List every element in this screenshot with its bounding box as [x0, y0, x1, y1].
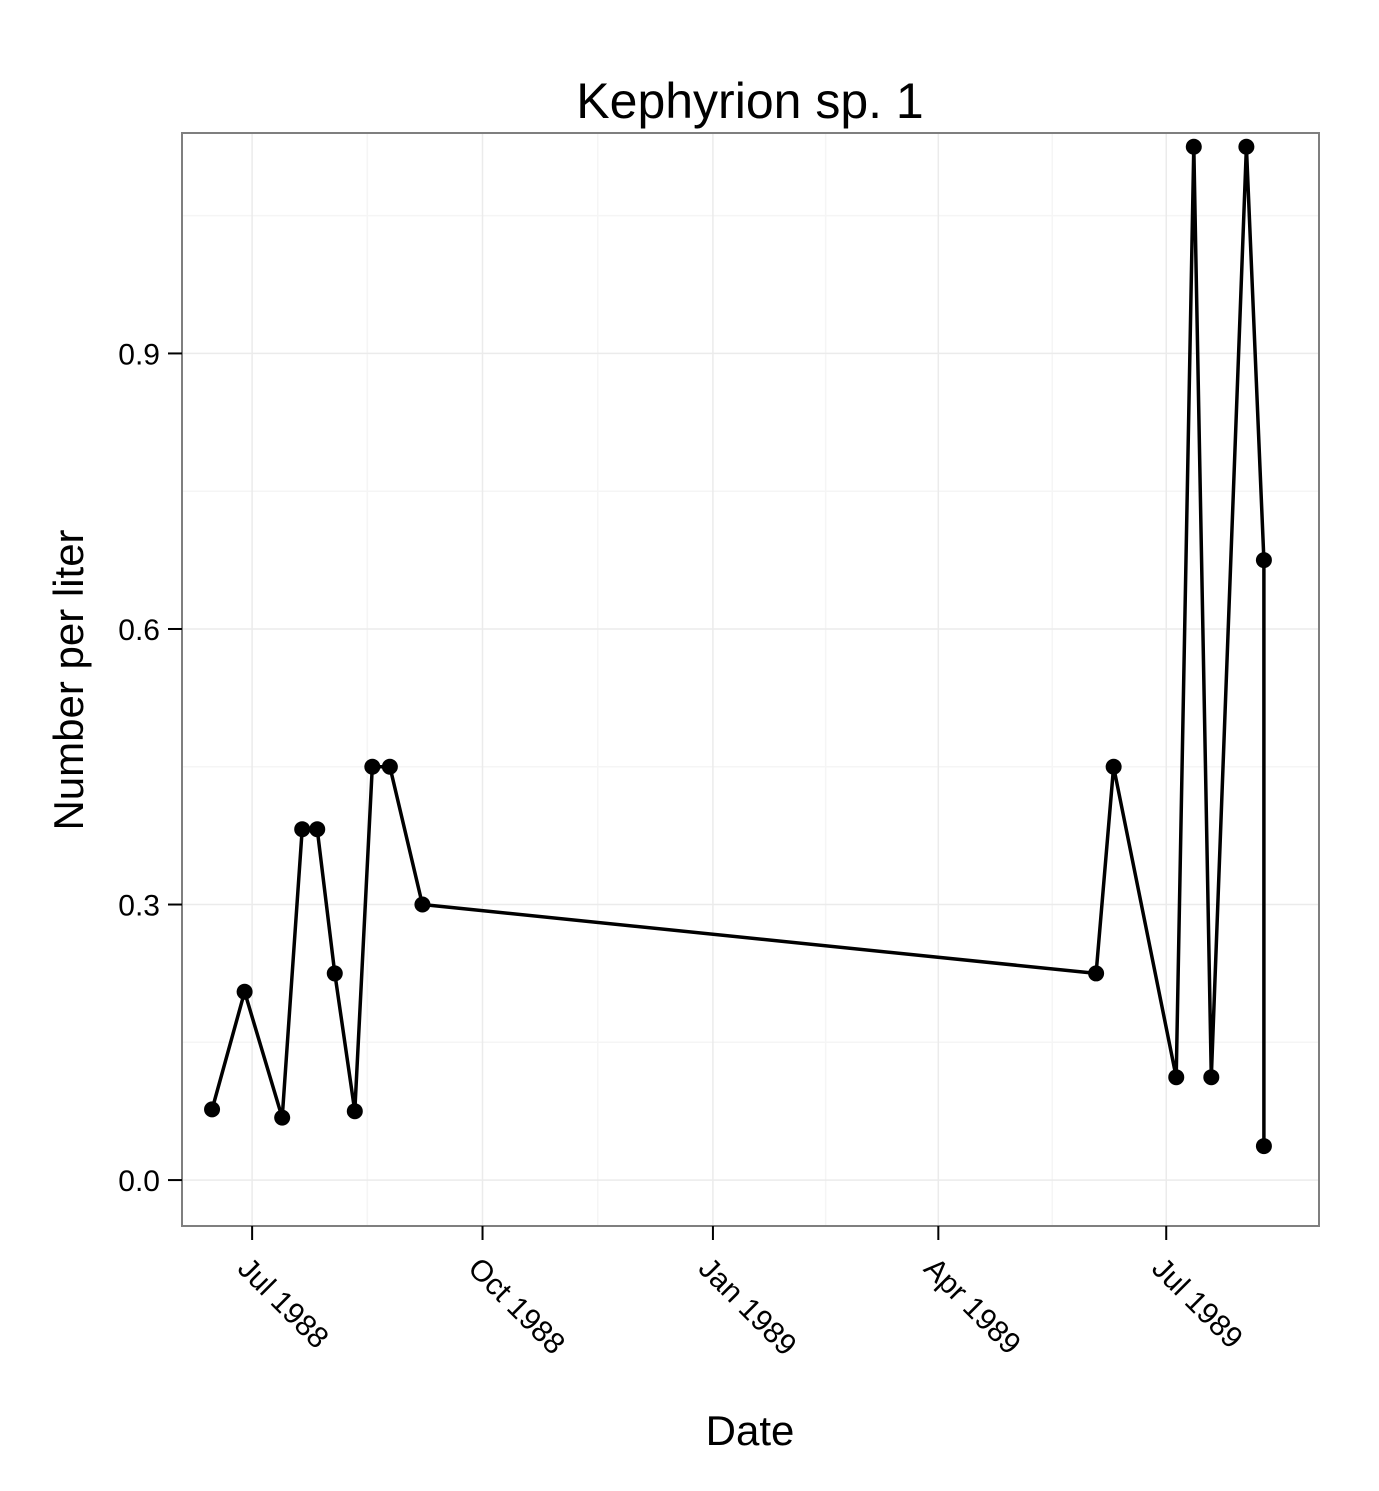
y-axis-label: Number per liter — [45, 529, 92, 830]
plot-panel-border — [181, 132, 1320, 1227]
minor-gridlines — [182, 133, 1319, 1226]
y-tick-label: 0.0 — [118, 1165, 160, 1198]
data-point — [204, 1101, 221, 1118]
data-point — [414, 896, 431, 913]
y-tick-label: 0.3 — [118, 890, 160, 923]
data-point — [381, 758, 398, 775]
data-point — [1255, 1138, 1272, 1155]
data-point — [1105, 758, 1122, 775]
data-point — [364, 758, 381, 775]
data-point — [326, 965, 343, 982]
data-point — [1168, 1069, 1185, 1086]
data-point — [1255, 552, 1272, 569]
data-point — [309, 821, 326, 838]
data-point — [1185, 138, 1202, 155]
data-point — [1238, 138, 1255, 155]
y-tick-label: 0.9 — [118, 338, 160, 371]
data-series — [204, 138, 1272, 1155]
data-point — [1203, 1069, 1220, 1086]
data-point — [1088, 965, 1105, 982]
y-tick-label: 0.6 — [118, 614, 160, 647]
major-gridlines — [182, 133, 1319, 1226]
series-line — [210, 145, 1266, 1147]
data-point — [236, 983, 253, 1000]
data-point — [274, 1109, 291, 1126]
data-point — [294, 821, 311, 838]
chart-title: Kephyrion sp. 1 — [576, 73, 923, 129]
axis-ticks — [168, 352, 1168, 1240]
data-point — [346, 1103, 363, 1120]
x-axis-label: Date — [706, 1407, 795, 1454]
